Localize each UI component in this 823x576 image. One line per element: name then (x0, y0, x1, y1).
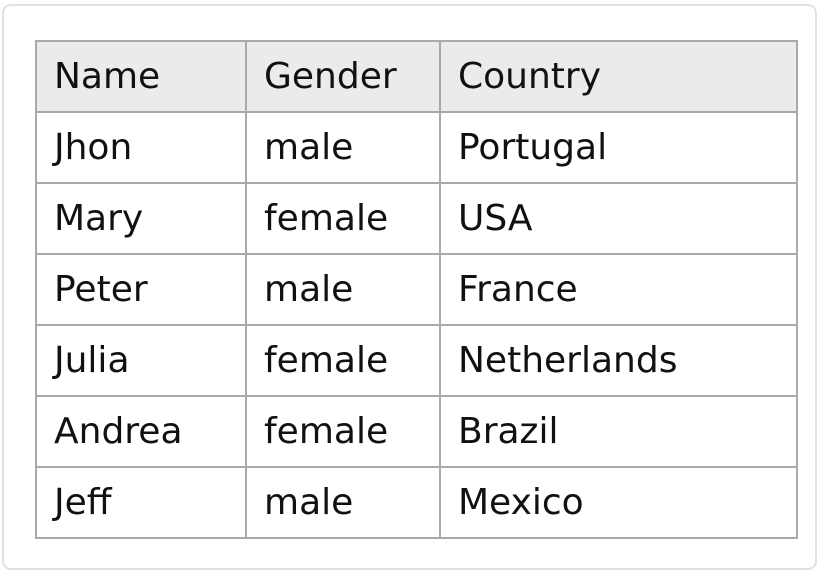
name-cell: Julia (35, 324, 247, 397)
people-table: Name Gender Country Jhon male Portugal M… (35, 40, 798, 539)
country-cell: Netherlands (439, 324, 798, 397)
column-header-gender: Gender (245, 40, 441, 113)
country-cell: France (439, 253, 798, 326)
name-cell: Jhon (35, 111, 247, 184)
gender-cell: male (245, 111, 441, 184)
name-cell: Jeff (35, 466, 247, 539)
name-cell: Mary (35, 182, 247, 255)
table-panel: Name Gender Country Jhon male Portugal M… (2, 4, 817, 570)
country-cell: Portugal (439, 111, 798, 184)
gender-cell: female (245, 324, 441, 397)
table-header-row: Name Gender Country (35, 40, 798, 113)
column-header-country: Country (439, 40, 798, 113)
table-row: Peter male France (35, 253, 798, 326)
gender-cell: male (245, 253, 441, 326)
name-cell: Peter (35, 253, 247, 326)
table-row: Jeff male Mexico (35, 466, 798, 539)
gender-cell: female (245, 395, 441, 468)
name-cell: Andrea (35, 395, 247, 468)
country-cell: USA (439, 182, 798, 255)
column-header-name: Name (35, 40, 247, 113)
gender-cell: female (245, 182, 441, 255)
table-row: Mary female USA (35, 182, 798, 255)
table-row: Andrea female Brazil (35, 395, 798, 468)
gender-cell: male (245, 466, 441, 539)
country-cell: Mexico (439, 466, 798, 539)
table-row: Julia female Netherlands (35, 324, 798, 397)
country-cell: Brazil (439, 395, 798, 468)
table-row: Jhon male Portugal (35, 111, 798, 184)
